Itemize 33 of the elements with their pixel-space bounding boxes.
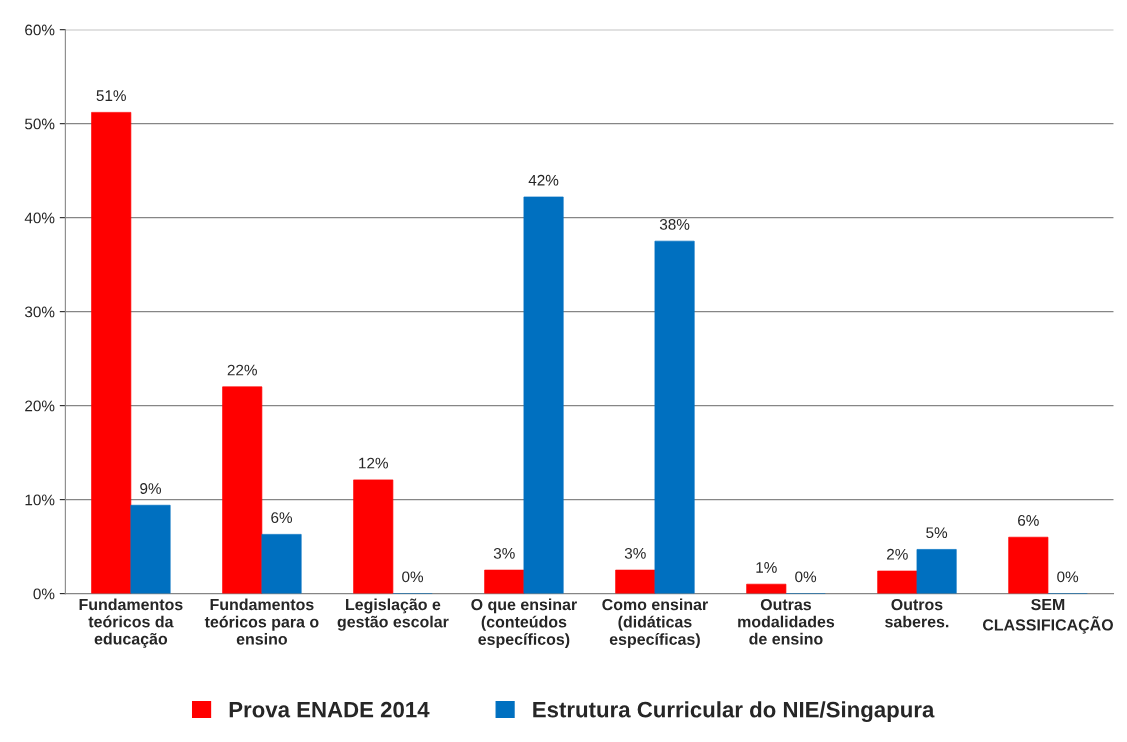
data-label: 1% xyxy=(756,562,777,573)
x-tick-label: Outros saberes. xyxy=(885,598,949,628)
legend-label: Estrutura Curricular do NIE/Singapura xyxy=(533,701,935,722)
data-label: 0% xyxy=(402,571,424,583)
y-tick-label: 50% xyxy=(24,118,55,130)
data-label: 5% xyxy=(926,527,948,539)
data-label: 22% xyxy=(227,364,257,376)
data-label: 0% xyxy=(1057,571,1079,583)
data-label: 3% xyxy=(624,547,646,559)
y-tick-label: 40% xyxy=(24,212,55,224)
data-label: 6% xyxy=(1018,515,1039,526)
y-tick-label: 20% xyxy=(25,400,55,412)
data-label: 42% xyxy=(528,174,559,186)
y-tick-label: 0% xyxy=(33,588,55,600)
x-tick-label: Fundamentos teóricos para o ensino xyxy=(204,598,319,645)
x-tick-label: Como ensinar (didáticas específicas) xyxy=(602,598,708,649)
data-label: 38% xyxy=(659,218,690,230)
x-tick-label: Fundamentos teóricos da educação xyxy=(79,598,183,648)
data-label: 2% xyxy=(887,548,908,560)
data-label: 3% xyxy=(493,547,515,559)
data-label: 51% xyxy=(96,90,126,102)
data-label: 12% xyxy=(359,457,388,469)
y-tick-label: 10% xyxy=(25,494,55,506)
x-tick-label: O que ensinar (conteúdos específicos) xyxy=(471,598,577,649)
data-label: 9% xyxy=(140,483,162,494)
data-label: 6% xyxy=(271,512,293,524)
x-tick-label: Legislação e gestão escolar xyxy=(337,598,449,631)
x-tick-label: Outras modalidades de ensino xyxy=(738,598,835,645)
x-tick-label: SEM CLASSIFICAÇÃO xyxy=(982,598,1113,634)
legend-label: Prova ENADE 2014 xyxy=(229,701,430,718)
y-tick-label: 60% xyxy=(25,24,55,36)
y-tick-label: 30% xyxy=(24,306,55,318)
data-label: 0% xyxy=(795,571,817,583)
